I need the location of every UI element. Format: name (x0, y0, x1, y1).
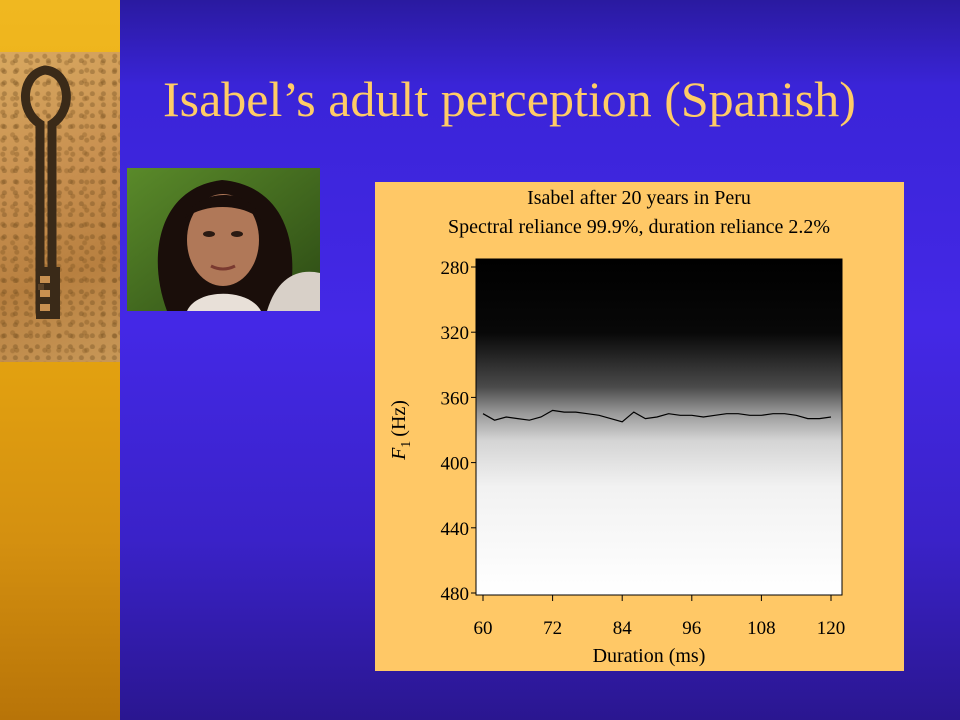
slide-title: Isabel’s adult perception (Spanish) (163, 71, 856, 127)
plot-frame (475, 258, 843, 596)
key-image (0, 52, 120, 362)
x-tick-label: 72 (543, 618, 562, 639)
boundary-line (482, 409, 832, 423)
x-tick-label: 60 (474, 618, 493, 639)
chart-subtitle: Spectral reliance 99.9%, duration relian… (448, 216, 830, 238)
chart-panel: Isabel after 20 years in Peru Spectral r… (375, 182, 904, 671)
y-tick-label: 400 (441, 454, 470, 475)
y-axis-label: F1 (Hz) (388, 400, 414, 461)
x-tick-label: 108 (747, 618, 776, 639)
y-tick-label: 280 (441, 258, 470, 279)
y-tick-label: 360 (441, 388, 470, 409)
heatmap-area (476, 259, 842, 595)
portrait-icon (127, 168, 320, 311)
y-tick-label: 440 (441, 519, 470, 540)
x-axis-label: Duration (ms) (593, 645, 706, 667)
portrait-photo (127, 168, 320, 311)
x-tick-label: 120 (817, 618, 846, 639)
x-tick-label: 96 (682, 618, 701, 639)
x-tick-label: 84 (613, 618, 633, 639)
y-axis-label-unit: (Hz) (388, 400, 410, 437)
y-tick-label: 480 (441, 584, 470, 605)
y-axis-label-sub: 1 (399, 441, 414, 448)
heatmap-chart: Isabel after 20 years in Peru Spectral r… (388, 187, 846, 667)
y-axis-label-var: F (388, 447, 410, 461)
chart-title: Isabel after 20 years in Peru (527, 187, 751, 209)
key-icon (21, 65, 71, 319)
y-tick-label: 320 (441, 323, 470, 344)
